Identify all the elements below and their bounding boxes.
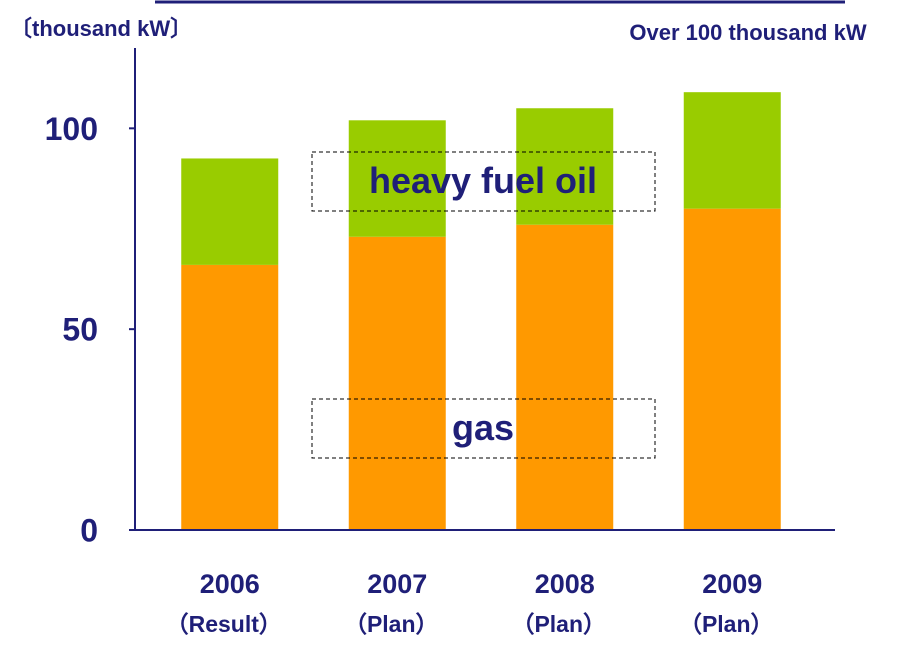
x-tick-label: 2006 [200, 569, 260, 599]
bar-segment [348, 120, 446, 237]
x-tick-sublabel: （Plan） [679, 611, 774, 637]
annotation: Over 100 thousand kW [598, 18, 898, 48]
series-label: heavy fuel oil [369, 160, 597, 201]
series-label-box [311, 151, 656, 212]
bar-segment [181, 158, 279, 265]
x-tick-label: 2008 [535, 569, 595, 599]
x-tick-label: 2009 [702, 569, 762, 599]
x-tick-sublabel: （Result） [166, 611, 282, 637]
bar-segment [516, 224, 614, 530]
series-label-box [311, 398, 656, 459]
bar-segment [683, 208, 781, 530]
series-label: gas [452, 407, 514, 448]
y-tick-label: 50 [62, 312, 98, 348]
y-tick-label: 0 [80, 512, 98, 548]
bar-segment [181, 264, 279, 530]
bar-segment [516, 108, 614, 225]
y-tick-label: 100 [45, 111, 98, 147]
annotation-text: Over 100 thousand kW [629, 20, 867, 45]
bar-segment [348, 236, 446, 531]
x-tick-sublabel: （Plan） [344, 611, 439, 637]
x-tick-sublabel: （Plan） [511, 611, 606, 637]
bar-segment [683, 92, 781, 209]
x-tick-label: 2007 [367, 569, 427, 599]
y-axis-label: 〔thousand kW〕 [10, 16, 192, 41]
